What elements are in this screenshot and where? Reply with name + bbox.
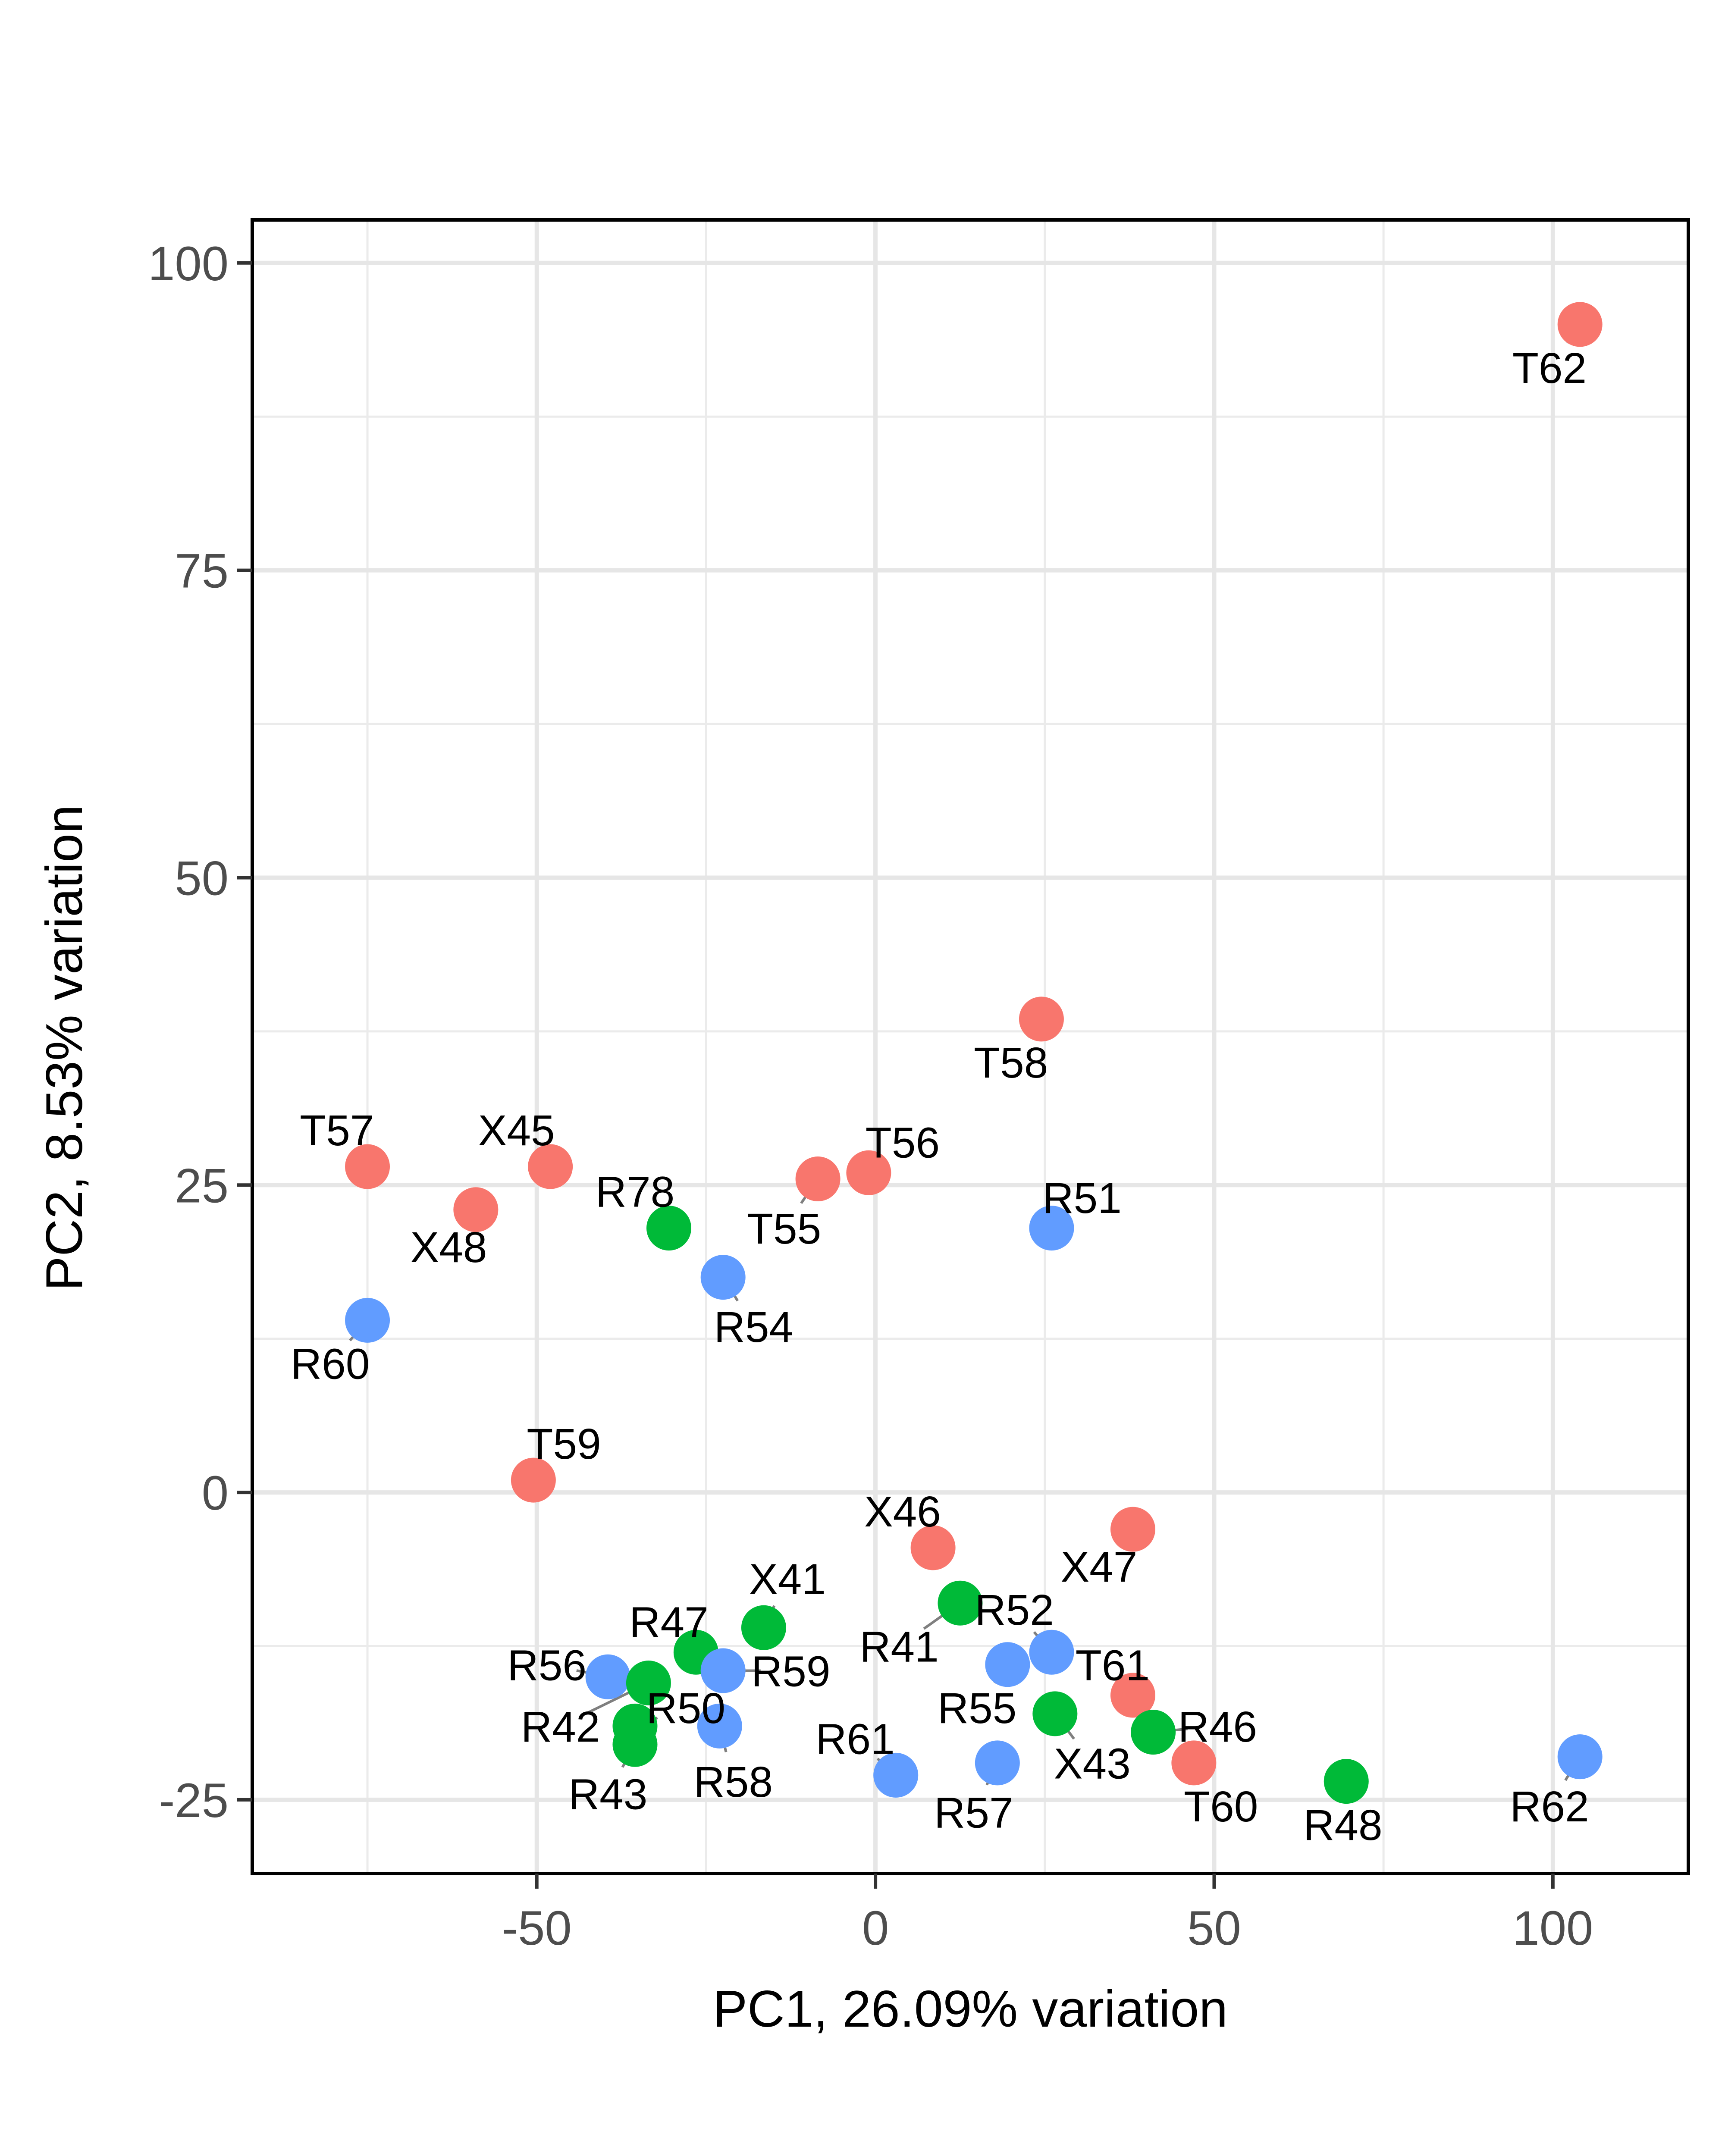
data-point [846, 1150, 891, 1195]
data-point [938, 1580, 983, 1626]
data-point [1110, 1673, 1155, 1718]
data-point [697, 1703, 742, 1749]
axis-ticks: -50 0 50 100 -25 0 25 50 75 100 [148, 237, 1593, 1955]
y-tick-label: 25 [175, 1159, 229, 1213]
x-tick-label: 0 [862, 1901, 889, 1955]
point-label: R59 [751, 1648, 830, 1696]
data-point [1557, 1734, 1603, 1780]
point-label: X45 [478, 1106, 555, 1155]
data-point [1324, 1759, 1369, 1804]
data-point [585, 1654, 630, 1699]
point-label: R60 [291, 1340, 370, 1388]
point-label: R56 [508, 1641, 586, 1689]
data-point [1029, 1206, 1074, 1251]
data-point [1131, 1710, 1176, 1755]
data-point [612, 1722, 658, 1767]
point-label: R54 [714, 1303, 793, 1351]
data-point [511, 1457, 556, 1503]
point-label: X47 [1060, 1543, 1137, 1591]
y-tick-label: 0 [202, 1466, 229, 1520]
point-label: T58 [974, 1039, 1048, 1087]
point-label: R42 [521, 1703, 600, 1751]
x-tick-label: 50 [1187, 1901, 1241, 1955]
point-label: T59 [527, 1420, 601, 1468]
data-point [985, 1642, 1030, 1687]
data-point [700, 1255, 746, 1300]
y-axis-title: PC2, 8.53% variation [35, 805, 93, 1291]
point-label: T57 [300, 1106, 374, 1155]
data-point [741, 1605, 786, 1650]
point-label: X41 [749, 1555, 826, 1604]
point-label: R62 [1510, 1783, 1589, 1831]
point-label: R46 [1178, 1703, 1257, 1751]
data-point [1029, 1630, 1074, 1675]
point-label: R43 [568, 1771, 647, 1819]
y-tick-label: 50 [175, 851, 229, 905]
x-tick-label: -50 [502, 1901, 572, 1955]
data-point [1110, 1507, 1155, 1552]
data-point [700, 1648, 746, 1693]
point-label: T62 [1512, 344, 1587, 392]
point-labels: T62 T58 T57 X45 T56 T55 X48 R78 R51 R54 R60 T59 X47 X… [291, 344, 1589, 1849]
point-label: X43 [1054, 1739, 1131, 1788]
point-label: R41 [859, 1623, 938, 1671]
data-point [1019, 997, 1064, 1042]
data-point [646, 1206, 692, 1251]
y-tick-label: 75 [175, 544, 229, 598]
point-label: R48 [1303, 1801, 1382, 1849]
data-point [345, 1297, 390, 1343]
point-label: R50 [646, 1684, 725, 1733]
data-point [910, 1525, 956, 1570]
data-point [528, 1144, 573, 1189]
data-point [1032, 1691, 1078, 1736]
point-label: R61 [815, 1715, 894, 1763]
y-tick-label: 100 [148, 237, 229, 291]
point-label: R47 [629, 1598, 708, 1646]
x-tick-label: 100 [1512, 1901, 1593, 1955]
point-label: R51 [1042, 1174, 1121, 1222]
data-point [795, 1156, 841, 1202]
plot-panel-border [251, 218, 1690, 1875]
x-axis-title: PC1, 26.09% variation [713, 1980, 1228, 2038]
data-point [1557, 302, 1603, 347]
point-label: T61 [1076, 1641, 1150, 1689]
data-point [626, 1661, 671, 1706]
y-tick-label: -25 [159, 1774, 229, 1827]
data-point [453, 1187, 499, 1232]
point-label: R78 [596, 1168, 674, 1216]
point-label: R57 [934, 1789, 1013, 1837]
point-label: R58 [694, 1758, 773, 1806]
data-point [345, 1144, 390, 1189]
data-point [1171, 1740, 1217, 1786]
point-label: X46 [864, 1488, 941, 1536]
point-label: T60 [1184, 1783, 1258, 1831]
point-label: T56 [866, 1119, 940, 1167]
data-point [873, 1752, 919, 1798]
point-label: T55 [747, 1205, 821, 1253]
point-label: R55 [938, 1684, 1016, 1733]
point-label: R52 [975, 1586, 1054, 1634]
data-point [975, 1740, 1020, 1786]
data-points [345, 302, 1603, 1804]
grid-lines [252, 220, 1688, 1874]
point-label: X48 [411, 1223, 487, 1272]
